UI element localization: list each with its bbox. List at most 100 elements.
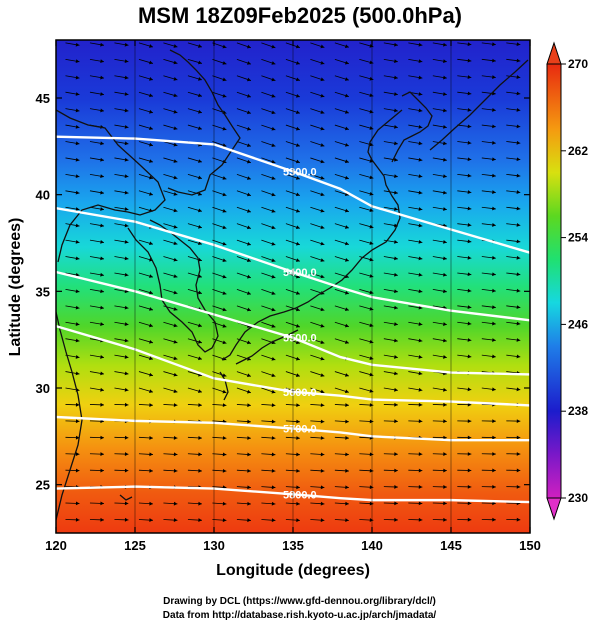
wind-arrow-head bbox=[75, 338, 80, 343]
wind-arrow-head bbox=[173, 501, 178, 506]
wind-arrow-head bbox=[418, 223, 423, 228]
x-axis-label: Longitude (degrees) bbox=[216, 562, 370, 579]
x-axis-ticks: 120 125 130 135 140 145 150 bbox=[45, 40, 541, 553]
wind-arrow-head bbox=[320, 77, 325, 82]
wind-arrow-head bbox=[369, 518, 374, 522]
contour-line bbox=[56, 270, 530, 376]
wind-arrow-head bbox=[344, 290, 349, 295]
wind-arrow-head bbox=[222, 274, 227, 279]
wind-arrow-head bbox=[369, 126, 374, 130]
wind-arrow-head bbox=[443, 124, 447, 129]
wind-vectors bbox=[65, 42, 521, 523]
wind-arrow-head bbox=[271, 518, 276, 523]
wind-arrow-head bbox=[320, 452, 325, 457]
wind-arrow-head bbox=[75, 124, 80, 129]
wind-arrow-head bbox=[295, 143, 300, 147]
wind-arrow-head bbox=[124, 371, 129, 376]
wind-arrow-head bbox=[516, 387, 521, 392]
wind-arrow-head bbox=[492, 58, 496, 63]
wind-arrow-head bbox=[369, 339, 374, 344]
wind-arrow-head bbox=[516, 190, 521, 194]
wind-arrow-head bbox=[344, 60, 349, 65]
wind-arrow-head bbox=[124, 501, 129, 506]
wind-arrow-head bbox=[124, 157, 129, 162]
wind-arrow-head bbox=[345, 518, 349, 523]
wind-arrow-head bbox=[246, 176, 251, 180]
colorbar-min-arrow bbox=[546, 497, 562, 521]
wind-arrow-head bbox=[320, 208, 325, 213]
wind-arrow-head bbox=[418, 42, 423, 47]
wind-arrow-head bbox=[443, 485, 447, 489]
wind-arrow-head bbox=[173, 452, 178, 457]
wind-arrow-head bbox=[173, 518, 178, 522]
wind-arrow-head bbox=[516, 75, 521, 79]
wind-arrow-head bbox=[198, 60, 202, 65]
wind-arrow-head bbox=[173, 77, 178, 81]
wind-arrow-head bbox=[198, 93, 202, 98]
wind-arrow-head bbox=[516, 58, 521, 63]
wind-arrow-head bbox=[247, 452, 251, 457]
wind-arrow-head bbox=[320, 274, 325, 279]
wind-arrow-head bbox=[443, 517, 447, 522]
chart-title: MSM 18Z09Feb2025 (500.0hPa) bbox=[138, 3, 462, 28]
wind-arrow-head bbox=[516, 305, 521, 310]
wind-arrow-head bbox=[271, 225, 276, 230]
wind-arrow-head bbox=[492, 140, 496, 145]
wind-arrow-head bbox=[222, 176, 227, 180]
wind-arrow-head bbox=[198, 175, 202, 180]
wind-arrow-head bbox=[394, 141, 398, 146]
wind-arrow-head bbox=[467, 140, 472, 145]
wind-arrow-head bbox=[369, 142, 374, 147]
wind-arrow-head bbox=[344, 143, 349, 147]
wind-arrow-head bbox=[320, 110, 325, 114]
wind-arrow-head bbox=[222, 225, 227, 230]
wind-arrow-head bbox=[296, 419, 300, 424]
wind-arrow-head bbox=[149, 159, 153, 163]
wind-arrow-head bbox=[198, 77, 202, 81]
wind-arrow-head bbox=[246, 340, 251, 345]
wind-arrow-head bbox=[246, 225, 251, 230]
wind-arrow-head bbox=[222, 436, 227, 440]
wind-arrow-head bbox=[100, 501, 104, 506]
wind-arrow-head bbox=[271, 159, 276, 164]
colorbar-ticks: 230 238 246 254 262 270 bbox=[561, 57, 588, 505]
wind-arrow-head bbox=[344, 93, 349, 98]
wind-arrow-head bbox=[418, 157, 423, 162]
wind-arrow-head bbox=[222, 258, 227, 262]
wind-arrow-head bbox=[443, 42, 447, 47]
wind-arrow-head bbox=[75, 75, 80, 80]
wind-arrow-head bbox=[394, 468, 398, 473]
wind-arrow-head bbox=[369, 485, 374, 490]
colorbar-tick-label: 254 bbox=[568, 231, 588, 245]
wind-arrow-head bbox=[246, 159, 251, 164]
wind-arrow-head bbox=[443, 402, 447, 407]
wind-arrow-head bbox=[75, 452, 80, 457]
wind-arrow-head bbox=[149, 175, 153, 180]
wind-arrow-head bbox=[492, 452, 496, 456]
wind-arrow-head bbox=[247, 501, 251, 506]
wind-arrow-head bbox=[394, 272, 398, 277]
x-tick-label: 150 bbox=[519, 538, 541, 553]
wind-arrow-head bbox=[369, 290, 374, 295]
wind-arrow-head bbox=[394, 355, 398, 359]
wind-arrow-head bbox=[516, 239, 521, 244]
wind-arrow-head bbox=[295, 192, 300, 197]
wind-arrow-head bbox=[516, 468, 521, 473]
wind-arrow-head bbox=[100, 141, 104, 146]
wind-arrow-head bbox=[222, 340, 227, 345]
wind-arrow-head bbox=[320, 44, 325, 49]
wind-arrow-head bbox=[296, 452, 300, 457]
wind-arrow-head bbox=[75, 402, 80, 407]
wind-arrow-head bbox=[173, 323, 178, 328]
wind-arrow-head bbox=[369, 76, 374, 81]
wind-arrow-head bbox=[467, 108, 472, 112]
wind-arrow-head bbox=[418, 240, 423, 244]
wind-arrow-head bbox=[394, 256, 398, 261]
wind-arrow-head bbox=[173, 389, 178, 393]
wind-arrow-head bbox=[467, 419, 472, 424]
wind-arrow-head bbox=[149, 274, 153, 278]
wind-arrow-head bbox=[516, 419, 521, 424]
wind-arrow-head bbox=[124, 108, 129, 113]
wind-arrow-head bbox=[75, 419, 80, 424]
wind-arrow-head bbox=[320, 436, 325, 440]
